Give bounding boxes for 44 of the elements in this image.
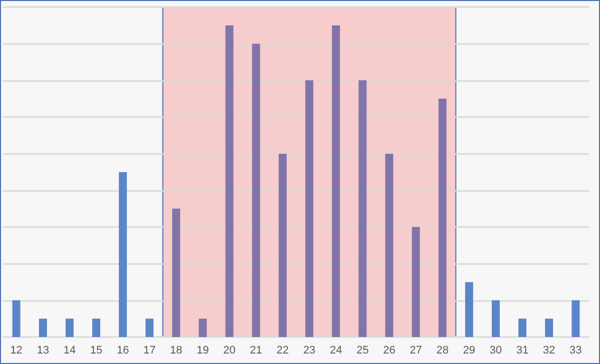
x-tick-label: 31 bbox=[516, 344, 529, 356]
bar bbox=[225, 25, 234, 337]
x-tick-label: 25 bbox=[356, 344, 369, 356]
bar bbox=[252, 44, 260, 337]
bar bbox=[66, 318, 74, 337]
bar bbox=[545, 318, 554, 337]
x-tick-label: 29 bbox=[463, 344, 476, 356]
bar bbox=[385, 154, 394, 337]
bar bbox=[146, 318, 154, 337]
bar bbox=[518, 318, 526, 337]
bar bbox=[12, 300, 20, 337]
x-tick-label: 16 bbox=[116, 344, 129, 356]
x-tick-label: 23 bbox=[303, 344, 316, 356]
bar bbox=[38, 318, 47, 337]
x-tick-label: 18 bbox=[170, 344, 182, 356]
bar bbox=[172, 208, 180, 337]
bar bbox=[278, 154, 287, 337]
x-tick-label: 14 bbox=[63, 344, 76, 356]
x-tick-label: 32 bbox=[542, 344, 556, 356]
x-tick-label: 20 bbox=[223, 344, 236, 356]
x-tick-label: 28 bbox=[436, 344, 449, 356]
bar bbox=[305, 80, 314, 337]
bar bbox=[438, 98, 446, 337]
x-tick-label: 15 bbox=[90, 344, 102, 356]
x-tick-label: 19 bbox=[196, 344, 209, 356]
bar bbox=[465, 282, 474, 337]
x-tick-label: 26 bbox=[383, 344, 396, 356]
x-tick-label: 33 bbox=[570, 344, 582, 356]
bar bbox=[572, 300, 580, 337]
x-tick-label: 17 bbox=[143, 344, 156, 356]
bar bbox=[198, 318, 207, 337]
x-tick-label: 12 bbox=[10, 344, 22, 356]
x-tick-label: 22 bbox=[276, 344, 289, 356]
x-tick-label: 13 bbox=[36, 344, 50, 356]
bar bbox=[492, 300, 500, 337]
bar bbox=[92, 318, 100, 337]
x-tick-label: 21 bbox=[250, 344, 262, 356]
bar bbox=[118, 172, 127, 337]
x-tick-label: 27 bbox=[410, 344, 422, 356]
bar bbox=[332, 25, 340, 337]
bar bbox=[358, 80, 367, 337]
bar bbox=[412, 227, 420, 337]
x-tick-label: 30 bbox=[490, 344, 502, 356]
x-tick-label: 24 bbox=[330, 344, 342, 356]
